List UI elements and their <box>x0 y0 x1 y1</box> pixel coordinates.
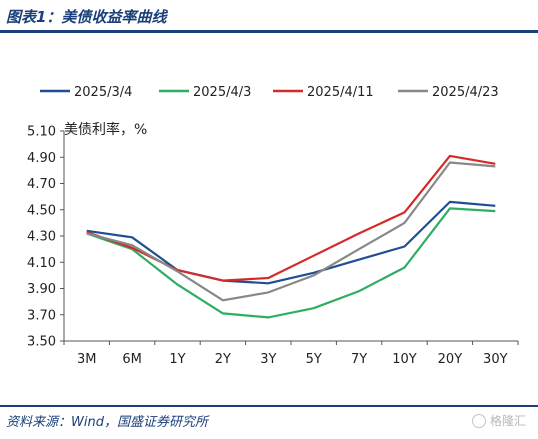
x-tick-label: 5Y <box>306 352 322 367</box>
y-tick-label: 3.50 <box>27 335 56 350</box>
x-tick-label: 3M <box>77 352 97 367</box>
legend-label: 2025/4/11 <box>307 85 374 100</box>
legend-label: 2025/4/23 <box>432 85 499 100</box>
x-tick-label: 20Y <box>438 352 463 367</box>
y-axis-ticks: 3.50 3.70 3.90 4.10 4.30 4.50 4.70 4.90 5.10 <box>27 125 64 350</box>
series-line-2 <box>86 207 496 319</box>
legend: 2025/3/4 2025/4/3 2025/4/11 2025/4/23 <box>40 85 499 100</box>
x-tick-label: 3Y <box>260 352 276 367</box>
source-note: 资料来源：Wind，国盛证券研究所 <box>6 415 208 430</box>
x-tick-label: 6M <box>122 352 142 367</box>
watermark: 格隆汇 <box>471 412 526 429</box>
y-axis-label: 美债利率，% <box>64 121 147 138</box>
y-tick-label: 3.90 <box>27 282 56 297</box>
y-tick-label: 4.50 <box>27 203 56 218</box>
watermark-logo-icon <box>471 413 486 428</box>
watermark-text: 格隆汇 <box>489 414 526 428</box>
y-tick-label: 4.70 <box>27 177 56 192</box>
x-axis-ticks: 3M 6M 1Y 2Y 3Y 5Y 7Y 10Y 20Y 30Y <box>63 341 519 367</box>
yield-curve-chart: 2025/3/4 2025/4/3 2025/4/11 2025/4/23 美债利率，… <box>27 85 519 367</box>
y-tick-label: 5.10 <box>27 125 56 140</box>
x-tick-label: 1Y <box>169 352 185 367</box>
legend-label: 2025/4/3 <box>193 85 251 100</box>
y-tick-label: 4.30 <box>27 230 56 245</box>
legend-label: 2025/3/4 <box>74 85 132 100</box>
y-tick-label: 4.10 <box>27 256 56 271</box>
figure-title: 图表1：美债收益率曲线 <box>6 8 167 26</box>
series-lines <box>86 154 496 319</box>
y-tick-label: 4.90 <box>27 151 56 166</box>
x-tick-label: 30Y <box>483 352 508 367</box>
x-tick-label: 7Y <box>351 352 367 367</box>
x-tick-label: 10Y <box>392 352 417 367</box>
x-tick-label: 2Y <box>215 352 231 367</box>
title-rule <box>0 30 538 33</box>
footer-rule <box>0 405 538 407</box>
series-line-4 <box>86 161 496 302</box>
series-line-1 <box>86 200 496 285</box>
y-tick-label: 3.70 <box>27 308 56 323</box>
